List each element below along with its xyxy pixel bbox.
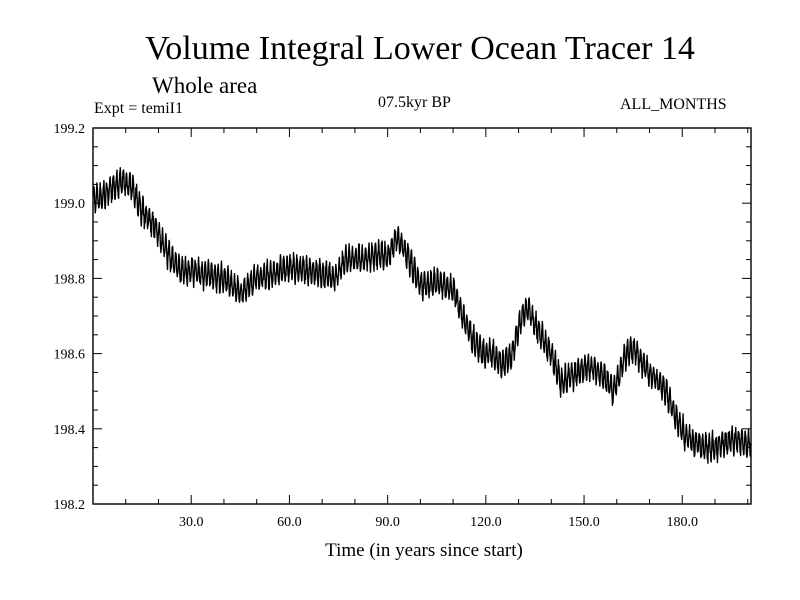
series-line (92, 166, 752, 464)
x-tick-label: 30.0 (179, 515, 204, 530)
months-label: ALL_MONTHS (620, 96, 727, 113)
y-tick-label: 198.8 (54, 272, 86, 287)
chart-title: Volume Integral Lower Ocean Tracer 14 (145, 30, 695, 67)
x-tick-label: 60.0 (277, 515, 302, 530)
y-tick-label: 198.6 (54, 348, 86, 363)
experiment-label: Expt = temiI1 (94, 100, 184, 117)
x-tick-label: 90.0 (375, 515, 400, 530)
chart-subtitle: Whole area (152, 73, 258, 98)
x-tick-label: 180.0 (667, 515, 699, 530)
y-tick-label: 199.0 (54, 197, 86, 212)
x-tick-label: 150.0 (568, 515, 600, 530)
axis-ticks: 30.0 60.0 90.0 120.0 150.0 180.0 198.2 198.4 198… (54, 122, 751, 530)
x-tick-label: 120.0 (470, 515, 502, 530)
y-tick-label: 198.4 (54, 423, 86, 438)
x-axis-label: Time (in years since start) (325, 540, 523, 561)
series-group (92, 166, 752, 464)
y-tick-label: 199.2 (54, 122, 86, 137)
period-label: 07.5kyr BP (378, 94, 451, 111)
y-tick-label: 198.2 (54, 498, 86, 513)
plot-frame (92, 127, 752, 505)
